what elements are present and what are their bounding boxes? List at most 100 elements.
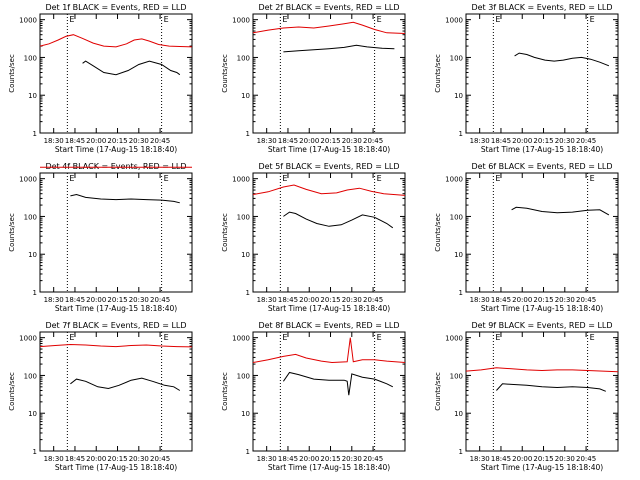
x-tick-label: 20:30 xyxy=(342,455,362,463)
y-tick-label: 10 xyxy=(241,410,250,418)
x-tick-label: 18:30 xyxy=(44,137,64,145)
y-tick-label: 1 xyxy=(459,448,463,456)
events-series-line xyxy=(283,211,394,229)
y-tick-label: 10 xyxy=(454,410,463,418)
y-tick-label: 100 xyxy=(24,372,37,380)
y-axis-label: Counts/sec xyxy=(221,213,229,252)
x-tick-label: 20:45 xyxy=(150,296,170,304)
y-tick-label: 10 xyxy=(241,251,250,259)
y-tick-label: 10 xyxy=(28,410,37,418)
y-tick-label: 1 xyxy=(246,448,250,456)
y-tick-label: 1 xyxy=(33,289,37,297)
x-tick-label: 20:00 xyxy=(512,137,532,145)
x-tick-label: 20:00 xyxy=(299,296,319,304)
x-axis-label: Start Time (17-Aug-15 18:18:40) xyxy=(481,145,603,154)
time-marker-label: E xyxy=(377,174,382,183)
x-axis-label: Start Time (17-Aug-15 18:18:40) xyxy=(55,304,177,313)
lld-series-line xyxy=(252,21,406,34)
y-axis-label: Counts/sec xyxy=(221,372,229,411)
panel-title: Det 6f BLACK = Events, RED = LLD xyxy=(471,162,612,171)
y-tick-label: 1000 xyxy=(445,335,463,343)
time-marker-label: E xyxy=(164,174,169,183)
x-tick-label: 20:30 xyxy=(555,455,575,463)
time-marker-label: E xyxy=(282,15,287,24)
panel-title: Det 1f BLACK = Events, RED = LLD xyxy=(45,3,186,12)
time-marker-label: E xyxy=(282,174,287,183)
x-axis-label: Start Time (17-Aug-15 18:18:40) xyxy=(268,145,390,154)
y-tick-label: 100 xyxy=(24,54,37,62)
lld-series-line xyxy=(39,34,193,48)
panel-title: Det 9f BLACK = Events, RED = LLD xyxy=(471,321,612,330)
detector-panel: Det 8f BLACK = Events, RED = LLD 1 10 100 10… xyxy=(221,321,406,472)
x-tick-label: 20:45 xyxy=(576,137,596,145)
time-marker-label: E xyxy=(69,333,74,342)
x-axis-label: Start Time (17-Aug-15 18:18:40) xyxy=(268,463,390,472)
y-tick-label: 1000 xyxy=(445,17,463,25)
y-axis-label: Counts/sec xyxy=(434,372,442,411)
x-tick-label: 20:15 xyxy=(320,137,340,145)
plot-frame xyxy=(252,172,406,293)
detector-panel: Det 9f BLACK = Events, RED = LLD 1 10 100 10… xyxy=(434,321,619,472)
y-tick-label: 1 xyxy=(246,289,250,297)
x-tick-label: 20:15 xyxy=(533,296,553,304)
y-tick-label: 1000 xyxy=(232,17,250,25)
x-tick-label: 20:00 xyxy=(86,137,106,145)
x-tick-label: 18:45 xyxy=(491,137,511,145)
x-tick-label: 18:45 xyxy=(65,137,85,145)
x-tick-label: 18:30 xyxy=(257,137,277,145)
x-tick-label: 18:45 xyxy=(278,137,298,145)
x-axis-label: Start Time (17-Aug-15 18:18:40) xyxy=(481,304,603,313)
x-tick-label: 20:45 xyxy=(363,137,383,145)
events-series-line xyxy=(511,206,610,216)
x-tick-label: 20:15 xyxy=(320,455,340,463)
plot-frame xyxy=(465,331,619,452)
x-tick-label: 18:30 xyxy=(470,296,490,304)
x-tick-label: 20:30 xyxy=(129,137,149,145)
x-tick-label: 20:45 xyxy=(363,455,383,463)
x-tick-label: 18:30 xyxy=(470,137,490,145)
panel-title: Det 7f BLACK = Events, RED = LLD xyxy=(45,321,186,330)
time-marker-label: E xyxy=(69,15,74,24)
detector-panel: Det 6f BLACK = Events, RED = LLD 1 10 100 10… xyxy=(434,162,619,313)
time-marker-label: E xyxy=(164,15,169,24)
x-tick-label: 20:00 xyxy=(86,455,106,463)
x-tick-label: 20:45 xyxy=(576,455,596,463)
y-axis-label: Counts/sec xyxy=(8,213,16,252)
y-axis-label: Counts/sec xyxy=(8,54,16,93)
x-tick-label: 18:45 xyxy=(491,296,511,304)
x-tick-label: 18:30 xyxy=(470,455,490,463)
x-tick-label: 20:15 xyxy=(320,296,340,304)
x-tick-label: 20:30 xyxy=(555,296,575,304)
y-axis-label: Counts/sec xyxy=(434,54,442,93)
plot-frame xyxy=(465,172,619,293)
x-tick-label: 20:15 xyxy=(107,137,127,145)
y-tick-label: 10 xyxy=(28,251,37,259)
y-axis-label: Counts/sec xyxy=(221,54,229,93)
time-marker-label: E xyxy=(590,174,595,183)
x-tick-label: 20:30 xyxy=(555,137,575,145)
events-series-line xyxy=(282,371,394,396)
events-series-line xyxy=(496,383,606,392)
y-tick-label: 1 xyxy=(459,289,463,297)
y-tick-label: 1000 xyxy=(19,17,37,25)
x-tick-label: 18:45 xyxy=(65,296,85,304)
x-tick-label: 20:15 xyxy=(533,137,553,145)
x-tick-label: 20:45 xyxy=(576,296,596,304)
time-marker-label: E xyxy=(282,333,287,342)
x-tick-label: 20:00 xyxy=(299,455,319,463)
y-tick-label: 10 xyxy=(241,92,250,100)
lld-series-line xyxy=(252,337,406,364)
y-tick-label: 100 xyxy=(24,213,37,221)
detector-panel: Det 4f BLACK = Events, RED = LLD 1 10 100 10… xyxy=(8,162,193,313)
time-marker-label: E xyxy=(69,174,74,183)
events-series-line xyxy=(82,60,181,76)
lld-series-line xyxy=(252,184,406,196)
detector-panel: Det 1f BLACK = Events, RED = LLD 1 10 100 10… xyxy=(8,3,193,154)
panel-title: Det 3f BLACK = Events, RED = LLD xyxy=(471,3,612,12)
y-tick-label: 10 xyxy=(28,92,37,100)
plot-frame xyxy=(252,331,406,452)
x-tick-label: 18:30 xyxy=(44,455,64,463)
y-tick-label: 1000 xyxy=(19,335,37,343)
y-tick-label: 100 xyxy=(237,54,250,62)
